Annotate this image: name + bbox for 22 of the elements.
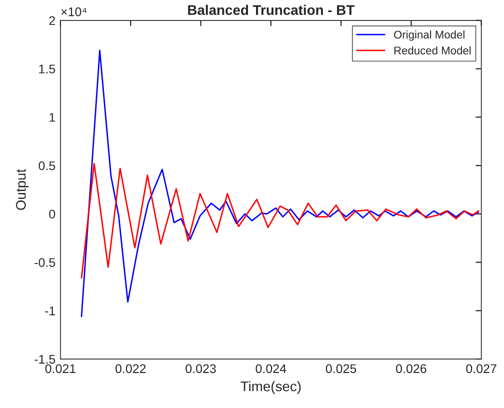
y-tick-label: -1.5 bbox=[34, 354, 56, 364]
y-tick-label: -1 bbox=[45, 306, 56, 316]
y-tick-label: 1 bbox=[50, 113, 56, 122]
legend-label: Reduced Model bbox=[394, 46, 471, 54]
x-tick-label: 0.022 bbox=[115, 364, 146, 374]
legend-label: Original Model bbox=[394, 30, 464, 41]
x-tick-label: 0.024 bbox=[256, 364, 286, 374]
y-tick-label: 2 bbox=[49, 16, 55, 25]
y-tick-label: 0 bbox=[49, 210, 56, 219]
chart-title: Balanced Truncation - BT bbox=[188, 4, 354, 15]
x-tick-label: 0.026 bbox=[396, 364, 426, 374]
x-tick-label: 0.027 bbox=[466, 364, 496, 374]
x-tick-label: 0.023 bbox=[186, 364, 216, 374]
x-tick-label: 0.021 bbox=[45, 364, 76, 374]
x-axis-title: Time(sec) bbox=[240, 381, 301, 394]
line-series bbox=[80, 162, 480, 278]
y-axis-title: Output bbox=[16, 168, 29, 210]
y-tick-label: -0.5 bbox=[34, 258, 56, 267]
y-tick-label: 0.5 bbox=[38, 161, 56, 170]
x-tick-label: 0.025 bbox=[326, 364, 356, 374]
y-tick-label: 1.5 bbox=[39, 64, 56, 74]
text: ×10⁴ bbox=[61, 7, 86, 16]
